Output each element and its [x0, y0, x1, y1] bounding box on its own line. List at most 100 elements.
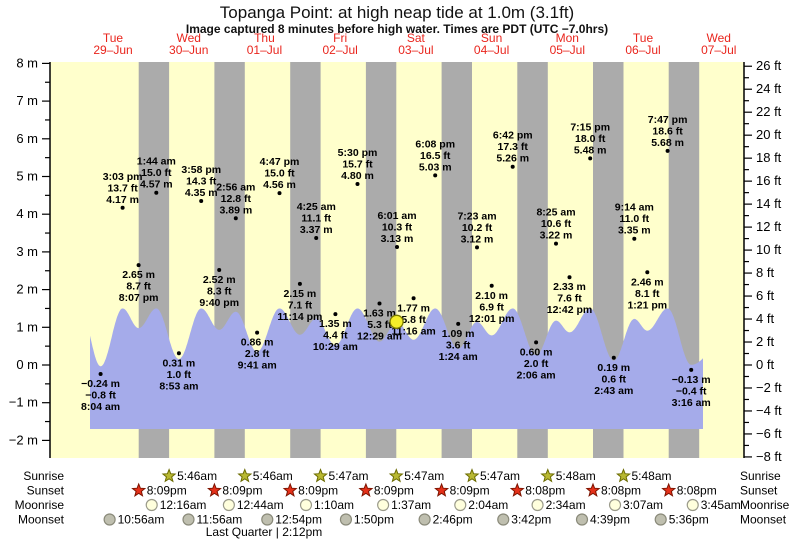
tide-point	[277, 191, 282, 196]
tide-point	[689, 367, 694, 372]
moonrise-icon	[145, 498, 158, 512]
right-tick-label: −6 ft	[756, 426, 782, 441]
left-tick-label: 3 m	[16, 244, 38, 259]
left-tick-label: −2 m	[9, 432, 38, 447]
tide-point-label: 14.3 ft	[186, 176, 217, 188]
right-tick-label: 10 ft	[756, 242, 782, 257]
sunset-time: 8:09pm	[222, 484, 262, 498]
tide-point-label: 3.35 m	[618, 225, 651, 237]
tide-point-label: 0.31 m	[163, 357, 196, 369]
tide-point-label: 3:03 pm	[103, 171, 143, 183]
tide-point-label: 1:24 am	[439, 351, 478, 363]
tide-point-label: 17.3 ft	[498, 141, 529, 153]
tide-point-label: 4.4 ft	[323, 330, 348, 342]
tide-point-label: 2.33 m	[553, 281, 586, 293]
tide-point-label: 1.77 m	[397, 302, 430, 314]
tide-point	[456, 321, 461, 326]
sunrise-icon	[616, 468, 632, 483]
tide-point-label: 1:21 pm	[627, 299, 667, 311]
tide-point-label: 7:23 am	[457, 210, 496, 222]
left-tick-label: 6 m	[16, 131, 38, 146]
tide-point-label: 9:41 am	[238, 360, 277, 372]
tide-point-label: 3.89 m	[219, 204, 252, 216]
right-tick-label: 20 ft	[756, 127, 782, 142]
sunrise-time: 5:47am	[329, 469, 369, 483]
tide-point-label: 7:47 pm	[648, 114, 688, 126]
tide-point	[665, 148, 670, 153]
tide-point-label: 4.80 m	[341, 170, 374, 182]
right-tick-label: 12 ft	[756, 219, 782, 234]
right-tick-label: 22 ft	[756, 104, 782, 119]
day-name: Fri	[333, 31, 347, 45]
tide-point-label: 5.03 m	[419, 161, 452, 173]
tide-point-label: 10.3 ft	[382, 221, 413, 233]
tide-point	[510, 164, 515, 169]
tide-point	[176, 351, 181, 356]
tide-point	[611, 355, 616, 360]
tide-point-label: 4:25 am	[297, 201, 336, 213]
day-date: 30–Jun	[169, 43, 208, 57]
tide-point-label: 0.60 m	[520, 346, 553, 358]
moonset-icon	[339, 513, 353, 526]
sunset-icon	[434, 482, 450, 497]
day-date: 06–Jul	[625, 43, 660, 57]
tide-point-label: 2:56 am	[216, 181, 255, 193]
tide-point-label: 12:01 pm	[469, 313, 515, 325]
sunset-time: 8:08pm	[601, 484, 641, 498]
tide-point	[395, 245, 399, 249]
tide-point-label: 2.46 m	[631, 276, 664, 288]
tide-point-label: −0.13 m	[672, 374, 711, 386]
tide-point	[314, 236, 319, 240]
moonrise-icon	[531, 498, 544, 512]
right-tick-label: 0 ft	[756, 357, 774, 372]
moonrise-icon	[377, 498, 390, 512]
tide-point	[567, 275, 572, 280]
row-label-moonrise-right: Moonrise	[740, 498, 790, 512]
tide-point-label: 11:16 am	[391, 325, 435, 337]
tide-point-label: 5:30 pm	[338, 147, 378, 159]
tide-point	[136, 263, 141, 268]
day-name: Thu	[254, 31, 275, 45]
tide-point-label: 2.0 ft	[524, 358, 549, 370]
tide-point	[355, 182, 360, 186]
right-tick-label: 26 ft	[756, 58, 782, 73]
left-tick-label: 7 m	[16, 93, 38, 108]
tide-point-label: 7:15 pm	[570, 121, 610, 133]
tide-point-label: 5.68 m	[651, 137, 684, 149]
plot-area	[50, 62, 744, 458]
sunrise-time: 5:47am	[404, 469, 444, 483]
tide-point-label: 6:08 pm	[415, 138, 455, 150]
day-name: Wed	[176, 31, 200, 45]
row-label-moonset-right: Moonset	[740, 513, 787, 527]
sunset-icon	[131, 482, 147, 497]
tide-point-label: 4.57 m	[140, 179, 173, 191]
tide-point-label: 3.13 m	[381, 233, 414, 245]
tide-point-label: 6.9 ft	[479, 301, 504, 313]
tide-point-label: 15.0 ft	[264, 168, 295, 180]
sunset-time: 8:08pm	[677, 484, 717, 498]
tide-point	[534, 340, 539, 345]
tide-point-label: 1.0 ft	[167, 369, 192, 381]
moonset-time: 4:39pm	[590, 513, 630, 527]
sunrise-time: 5:47am	[480, 469, 520, 483]
tide-point-label: −0.8 ft	[85, 390, 116, 402]
sunset-time: 8:09pm	[374, 484, 414, 498]
tide-curve-area	[90, 308, 703, 429]
tide-point-label: 5.8 ft	[401, 314, 426, 326]
tide-point-label: 0.86 m	[241, 337, 274, 349]
tide-point-label: 1.35 m	[319, 318, 352, 330]
tide-point-label: 3.22 m	[540, 230, 573, 242]
tide-point-label: 0.19 m	[597, 362, 630, 374]
current-time-marker	[389, 314, 404, 329]
tide-point	[475, 245, 479, 250]
tide-point-label: 4.56 m	[263, 179, 296, 191]
moonset-time: 5:36pm	[669, 513, 709, 527]
left-tick-label: 0 m	[16, 357, 38, 372]
tide-point-label: 5.26 m	[496, 153, 529, 165]
moonrise-time: 1:37am	[391, 498, 431, 512]
tide-point-label: 8.7 ft	[126, 281, 151, 293]
left-tick-label: 2 m	[16, 282, 38, 297]
sunset-icon	[358, 482, 374, 497]
sunrise-icon	[464, 468, 480, 483]
